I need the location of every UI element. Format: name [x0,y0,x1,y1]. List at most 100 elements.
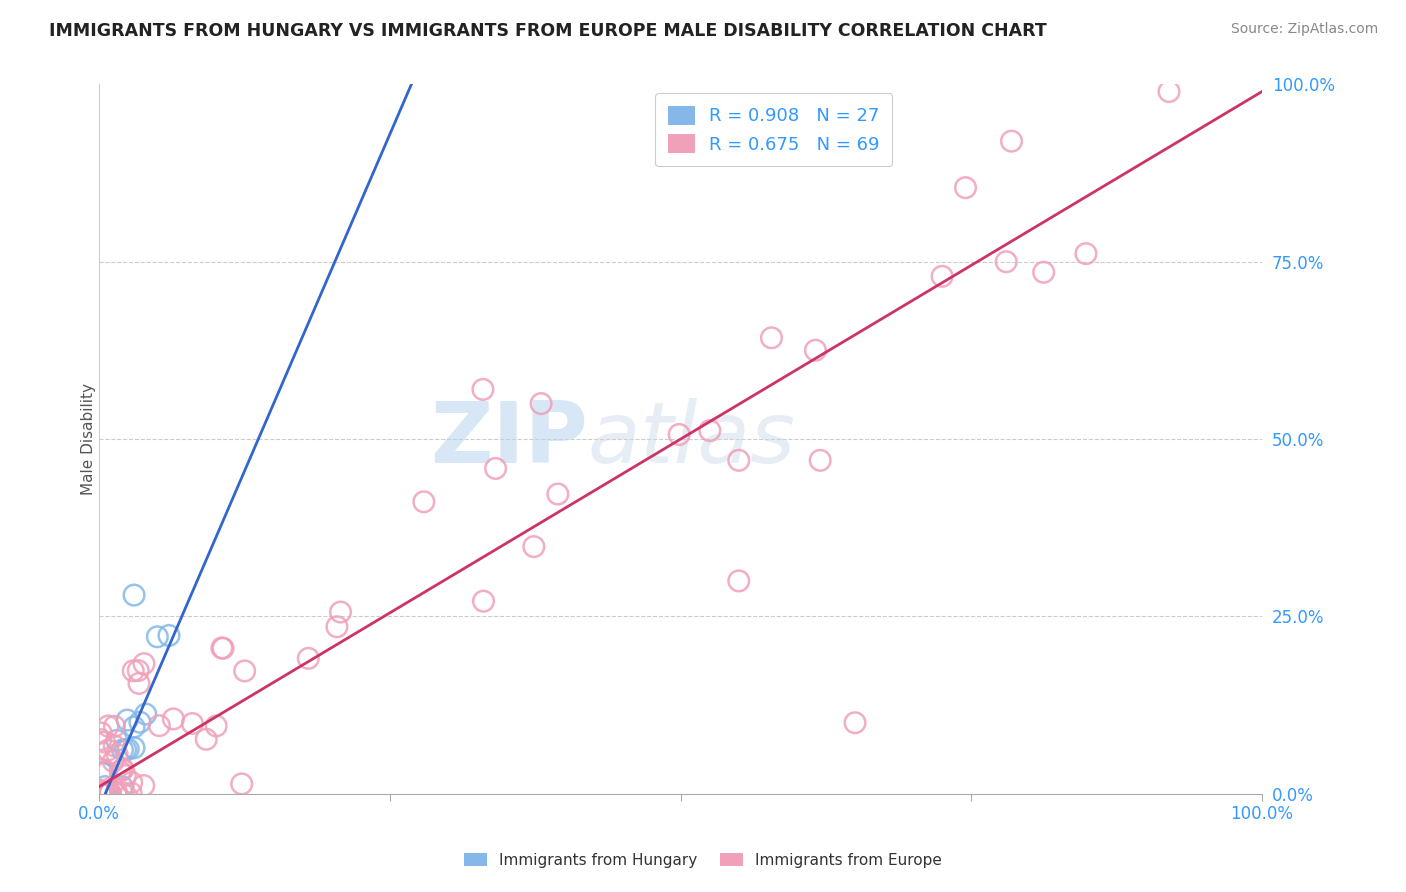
Point [103,755,125,769]
Point [94,780,117,794]
Point [132,779,155,793]
Point [761,331,783,345]
Point [114,742,136,756]
Point [484,461,506,475]
Point [94,786,117,800]
Point [1000,134,1022,148]
Point [89,786,111,800]
Point [329,605,352,619]
Point [727,574,749,588]
Point [412,495,434,509]
Point [162,712,184,726]
Point [105,747,128,762]
Point [94,786,117,800]
Point [96,765,118,780]
Point [105,786,128,800]
Point [181,716,204,731]
Point [93,735,115,749]
Point [804,343,827,358]
Point [122,740,145,755]
Point [93,786,115,800]
Point [89,786,111,800]
Text: atlas: atlas [588,398,796,481]
Point [97,719,120,733]
Point [1074,246,1097,260]
Point [111,743,134,757]
Point [89,786,111,800]
Point [105,733,128,747]
Point [91,766,114,780]
Point [668,427,690,442]
Point [148,718,170,732]
Point [472,594,495,608]
Point [97,743,120,757]
Point [93,786,115,800]
Point [96,786,118,800]
Point [91,763,114,777]
Point [132,657,155,671]
Point [233,664,256,678]
Point [105,786,128,800]
Point [135,707,157,722]
Point [114,768,136,782]
Text: ZIP: ZIP [430,398,588,481]
Point [103,719,125,733]
Point [120,786,142,800]
Point [111,786,134,800]
Point [699,424,721,438]
Point [122,588,145,602]
Point [547,487,569,501]
Point [211,640,233,655]
Point [212,641,235,656]
Point [727,453,749,467]
Point [326,620,349,634]
Point [90,732,112,747]
Point [530,396,553,410]
Point [98,786,121,800]
Point [111,763,134,777]
Point [128,676,150,690]
Point [90,726,112,740]
Point [844,715,866,730]
Point [91,786,114,800]
Point [97,786,120,800]
Legend: R = 0.908   N = 27, R = 0.675   N = 69: R = 0.908 N = 27, R = 0.675 N = 69 [655,94,893,167]
Point [955,180,977,194]
Point [195,732,218,747]
Point [1032,265,1054,279]
Point [297,651,319,665]
Point [91,786,114,800]
Point [122,664,145,678]
Point [90,786,112,800]
Point [91,786,114,800]
Point [122,720,145,734]
Point [129,715,152,730]
Point [111,762,134,776]
Text: IMMIGRANTS FROM HUNGARY VS IMMIGRANTS FROM EUROPE MALE DISABILITY CORRELATION CH: IMMIGRANTS FROM HUNGARY VS IMMIGRANTS FR… [49,22,1047,40]
Point [995,254,1018,268]
Point [115,713,138,727]
Point [93,786,115,800]
Point [98,786,121,800]
Point [523,540,546,554]
Point [127,664,149,678]
Point [103,739,125,753]
Point [471,383,494,397]
Point [1157,85,1180,99]
Point [146,630,169,644]
Point [93,765,115,780]
Point [117,742,139,756]
Point [205,719,228,733]
Text: Source: ZipAtlas.com: Source: ZipAtlas.com [1230,22,1378,37]
Point [931,269,953,284]
Point [108,764,131,779]
Point [808,453,831,467]
Y-axis label: Male Disability: Male Disability [80,383,96,495]
Point [91,786,114,800]
Point [121,775,143,789]
Point [90,786,112,800]
Point [157,628,180,642]
Point [98,786,121,800]
Point [231,777,253,791]
Point [97,786,120,800]
